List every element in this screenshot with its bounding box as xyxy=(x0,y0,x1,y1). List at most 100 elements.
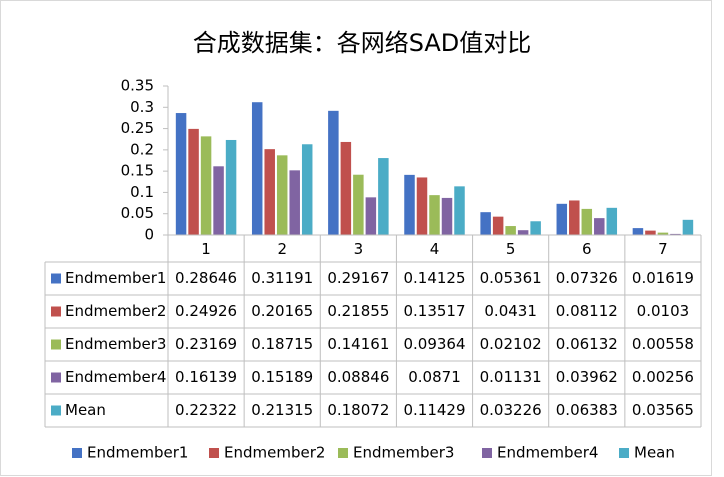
bar xyxy=(301,144,313,235)
bar xyxy=(632,228,644,235)
y-tick-label: 0.25 xyxy=(121,119,154,137)
x-tick-label: 2 xyxy=(277,240,287,258)
x-tick-label: 6 xyxy=(582,240,592,258)
table-cell: 0.00558 xyxy=(632,335,694,353)
bar xyxy=(340,141,352,235)
bar xyxy=(188,128,199,235)
x-tick-label: 7 xyxy=(658,240,668,258)
table-cell: 0.31191 xyxy=(251,269,313,287)
bar xyxy=(581,208,593,235)
bar xyxy=(530,221,541,235)
bar xyxy=(328,110,339,235)
table-cell: 0.09364 xyxy=(403,335,465,353)
bar xyxy=(594,218,605,235)
table-cell: 0.06383 xyxy=(556,401,618,419)
bar xyxy=(365,197,377,235)
table-cell: 0.00256 xyxy=(632,368,694,386)
table-cell: 0.16139 xyxy=(175,368,237,386)
table-cell: 0.07326 xyxy=(556,269,618,287)
legend-key xyxy=(72,448,82,458)
x-tick-label: 3 xyxy=(354,240,364,258)
bar xyxy=(645,230,656,235)
table-cell: 0.0103 xyxy=(637,302,690,320)
bar xyxy=(378,158,389,235)
table-cell: 0.03226 xyxy=(480,401,542,419)
table-cell: 0.18715 xyxy=(251,335,313,353)
y-tick-label: 0.15 xyxy=(121,162,154,180)
table-cell: 0.0431 xyxy=(484,302,537,320)
legend-label: Endmember1 xyxy=(87,444,188,462)
y-tick-label: 0.1 xyxy=(130,183,154,201)
bar xyxy=(251,102,263,235)
table-cell: 0.24926 xyxy=(175,302,237,320)
table-cell: 0.18072 xyxy=(327,401,389,419)
legend-label: Endmember2 xyxy=(224,444,325,462)
bar xyxy=(429,195,440,235)
y-tick-label: 0 xyxy=(144,226,154,244)
x-tick-label: 5 xyxy=(506,240,516,258)
table-cell: 0.08846 xyxy=(327,368,389,386)
bar xyxy=(505,226,516,235)
table-cell: 0.11429 xyxy=(403,401,465,419)
table-cell: 0.03962 xyxy=(556,368,618,386)
legend-key xyxy=(51,372,61,383)
legend-key xyxy=(51,339,61,350)
table-cell: 0.28646 xyxy=(175,269,237,287)
y-tick-label: 0.05 xyxy=(121,204,154,222)
bar xyxy=(213,166,224,235)
table-cell: 0.01619 xyxy=(632,269,694,287)
bar xyxy=(441,197,453,235)
bar xyxy=(289,170,300,235)
bar xyxy=(517,230,529,235)
bar xyxy=(200,136,212,235)
bar xyxy=(454,186,465,235)
x-tick-label: 1 xyxy=(201,240,211,258)
legend-label: Mean xyxy=(634,444,675,462)
row-label: Endmember1 xyxy=(65,269,166,287)
row-label: Endmember2 xyxy=(65,302,166,320)
row-label: Mean xyxy=(65,401,106,419)
bar xyxy=(569,200,580,235)
bar xyxy=(492,216,504,235)
chart-title: 合成数据集：各网络SAD值对比 xyxy=(193,29,532,57)
x-tick-label: 4 xyxy=(430,240,440,258)
legend-key xyxy=(482,448,492,458)
table-cell: 0.29167 xyxy=(327,269,389,287)
table-cell: 0.01131 xyxy=(480,368,542,386)
table-cell: 0.20165 xyxy=(251,302,313,320)
table-cell: 0.08112 xyxy=(556,302,618,320)
table-cell: 0.03565 xyxy=(632,401,694,419)
table-cell: 0.14125 xyxy=(403,269,465,287)
y-tick-label: 0.2 xyxy=(130,140,154,158)
legend-key xyxy=(51,405,61,416)
legend-key xyxy=(51,273,61,284)
table-cell: 0.15189 xyxy=(251,368,313,386)
table-cell: 0.05361 xyxy=(480,269,542,287)
bar xyxy=(416,177,428,235)
y-tick-label: 0.3 xyxy=(130,98,154,116)
bar xyxy=(657,232,669,235)
legend-label: Endmember4 xyxy=(497,444,598,462)
bar xyxy=(353,174,364,235)
legend-key xyxy=(209,448,219,458)
table-cell: 0.14161 xyxy=(327,335,389,353)
table-cell: 0.22322 xyxy=(175,401,237,419)
table-cell: 0.0871 xyxy=(408,368,461,386)
bar xyxy=(670,233,681,235)
row-label: Endmember4 xyxy=(65,368,166,386)
table-cell: 0.02102 xyxy=(480,335,542,353)
bar xyxy=(264,149,275,235)
table-cell: 0.21315 xyxy=(251,401,313,419)
legend-key xyxy=(619,448,629,458)
legend-key xyxy=(338,448,348,458)
bar xyxy=(175,113,187,235)
legend-key xyxy=(51,306,61,317)
bar xyxy=(606,207,618,235)
legend-label: Endmember3 xyxy=(353,444,454,462)
y-tick-label: 0.35 xyxy=(121,77,154,95)
bar xyxy=(480,212,491,235)
bar xyxy=(404,174,415,235)
table-cell: 0.06132 xyxy=(556,335,618,353)
